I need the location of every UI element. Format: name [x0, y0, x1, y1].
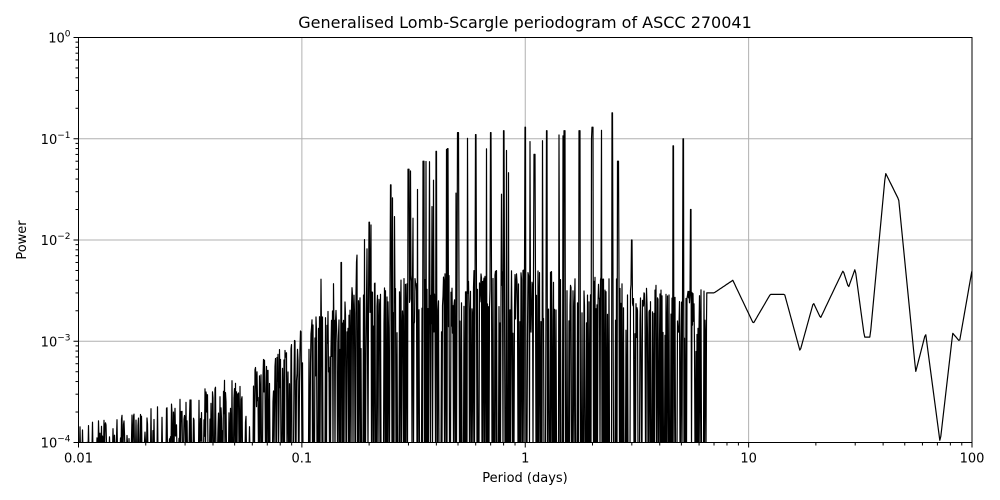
x-axis-ticks: 0.01 0.1 1 10 100 — [64, 442, 985, 467]
x-tick-label: 100 — [960, 452, 985, 467]
x-tick-label: 0.01 — [64, 452, 93, 467]
x-tick-label: 1 — [521, 452, 529, 467]
x-tick-label: 10 — [740, 452, 757, 467]
chart-title: Generalised Lomb-Scargle periodogram of … — [298, 13, 752, 32]
y-axis-ticks: 100 10−1 10−2 10−3 10−4 — [41, 30, 79, 452]
x-axis-label: Period (days) — [482, 471, 568, 486]
periodogram-series — [79, 112, 972, 443]
y-tick-label: 10−2 — [41, 232, 71, 249]
y-tick-label: 10−4 — [41, 435, 71, 452]
y-tick-label: 100 — [48, 30, 71, 47]
x-tick-label: 0.1 — [292, 452, 313, 467]
y-tick-label: 10−1 — [41, 131, 71, 148]
y-tick-label: 10−3 — [41, 333, 71, 350]
y-axis-label: Power — [15, 220, 30, 260]
